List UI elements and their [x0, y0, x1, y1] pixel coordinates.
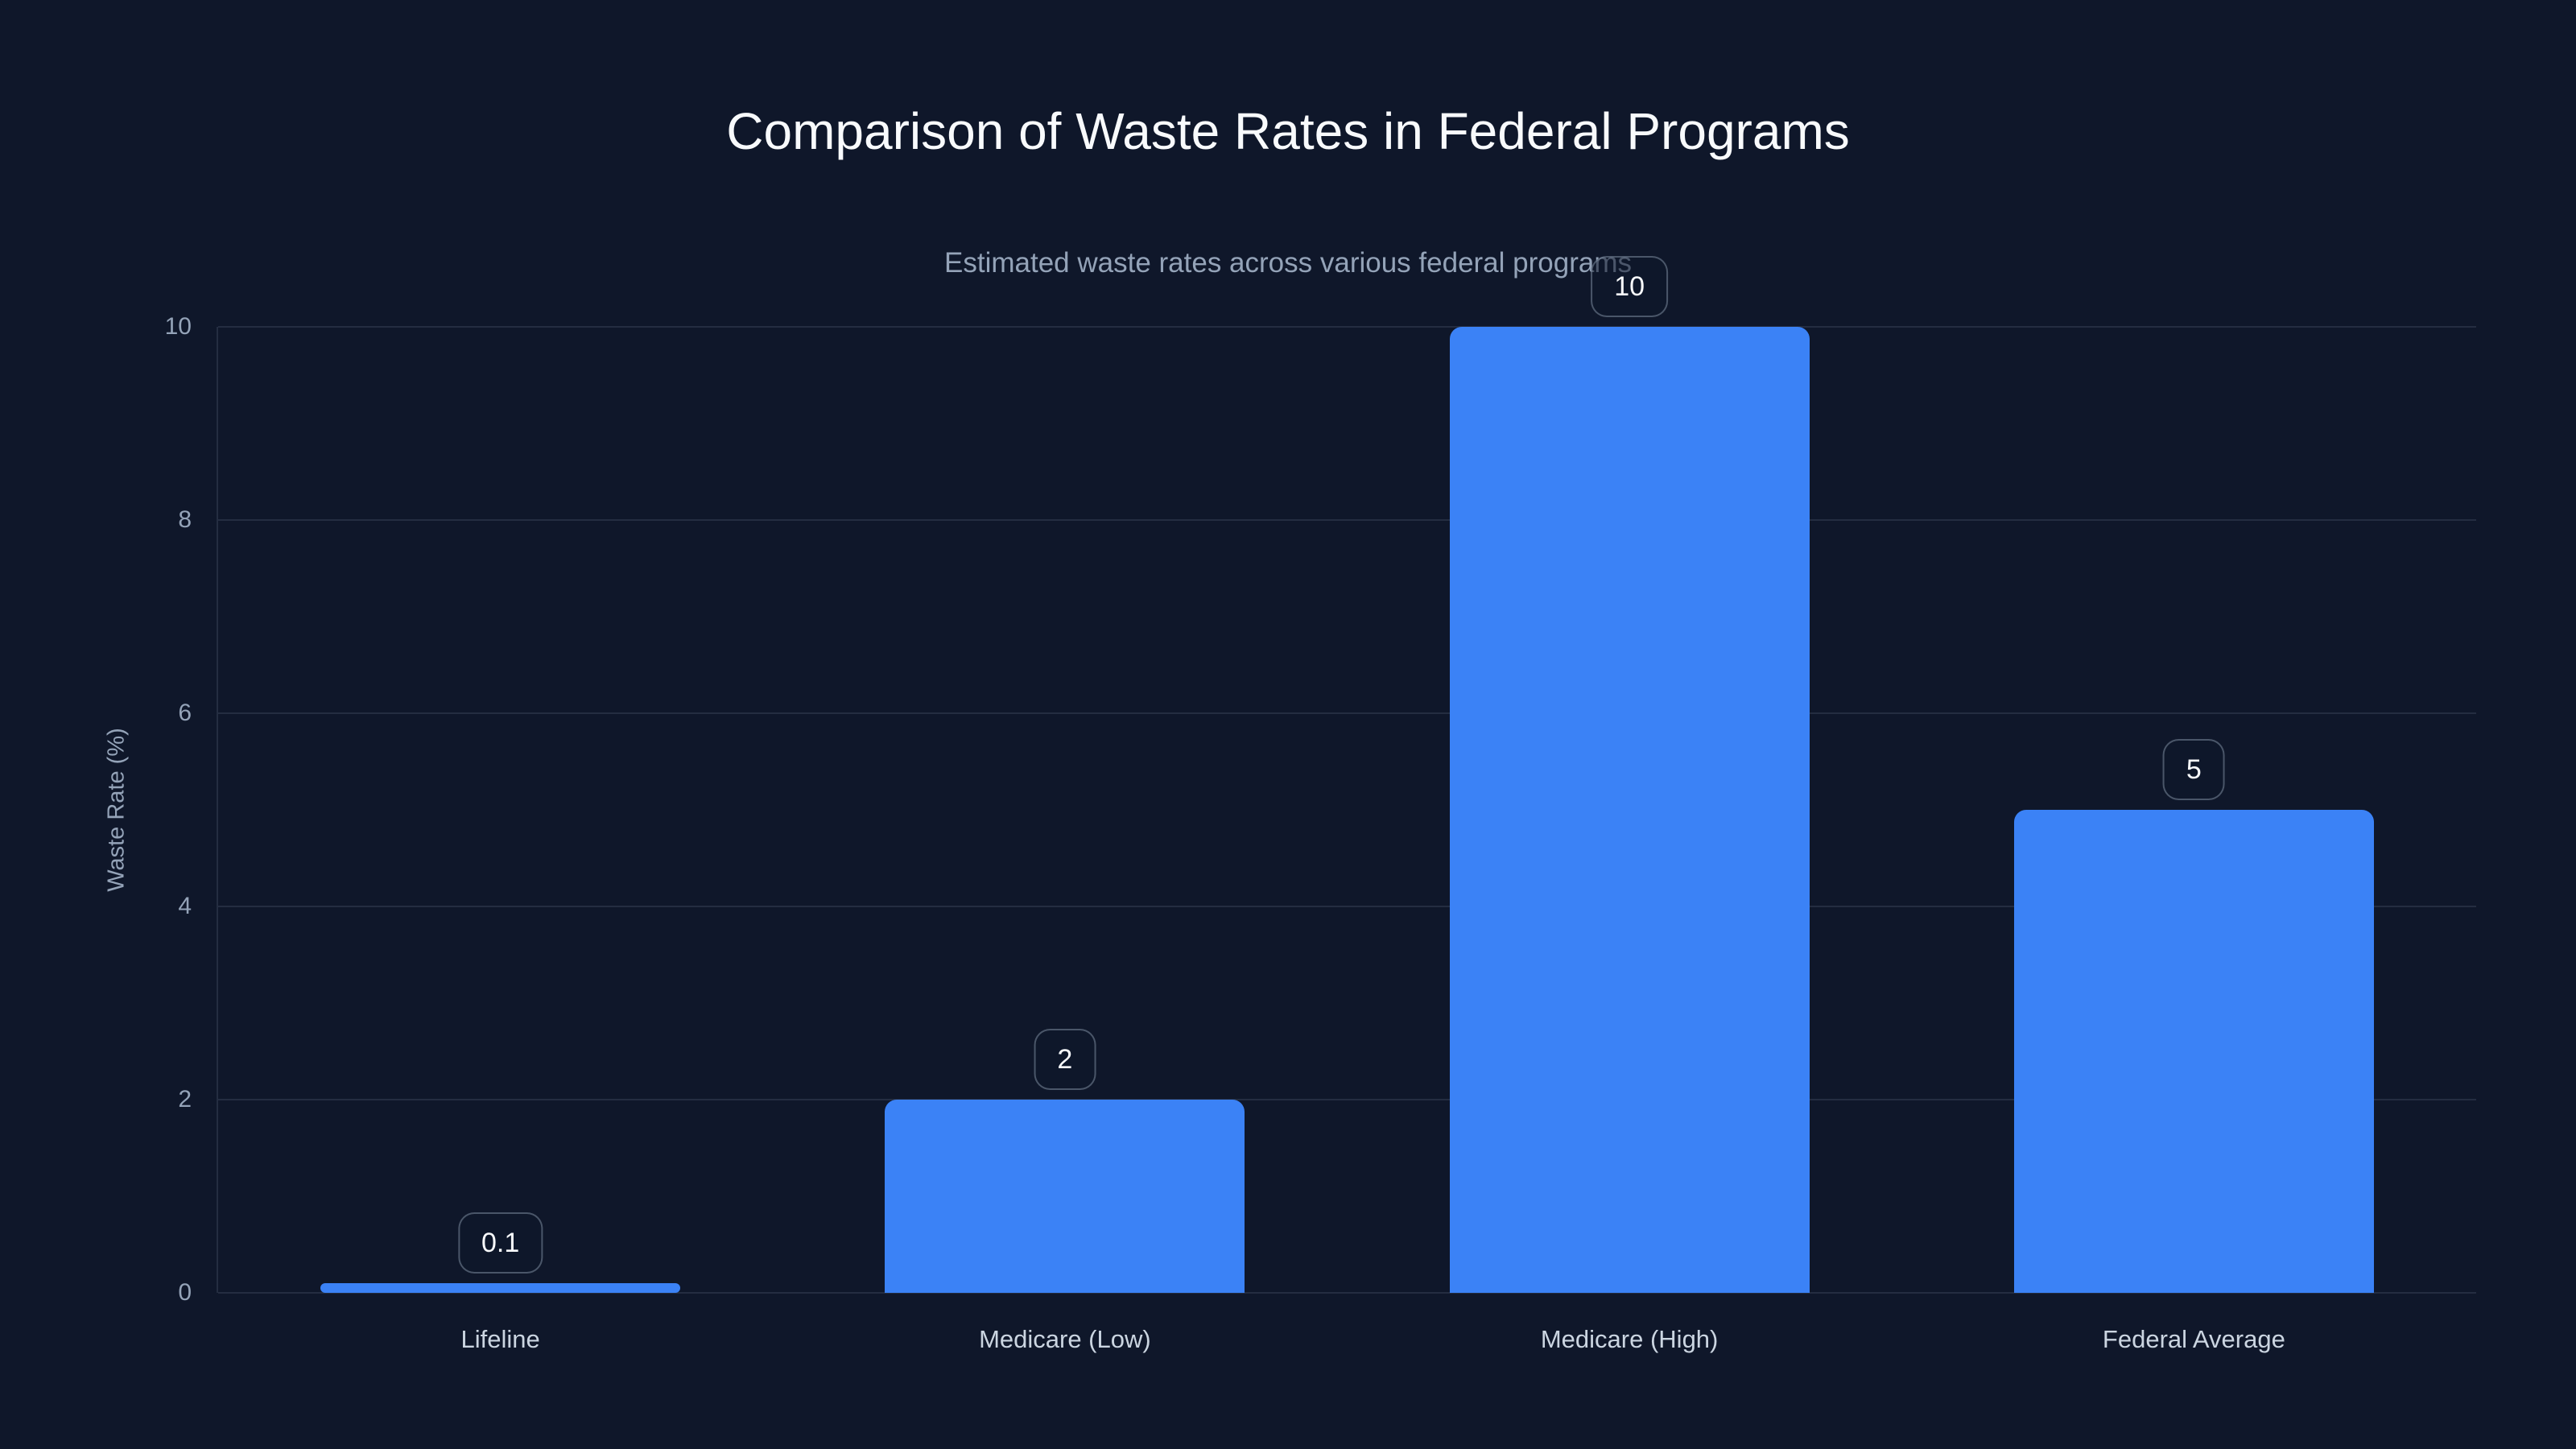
plot-area: 0 2 4 6 8 10 0.1 Lifeline 2 Medicare (Low) 10 Medi…	[165, 256, 2476, 1353]
bar-lifeline[interactable]	[320, 1283, 681, 1293]
y-tick-label: 10	[164, 313, 192, 340]
gridline	[218, 1099, 2476, 1100]
bar-value-badge: 10	[1591, 256, 1669, 317]
chart-subtitle: Estimated waste rates across various fed…	[944, 247, 1632, 279]
chart-title: Comparison of Waste Rates in Federal Pro…	[726, 102, 1850, 160]
x-category-label: Federal Average	[2102, 1325, 2285, 1353]
gridline	[218, 712, 2476, 714]
x-category-label: Lifeline	[460, 1325, 540, 1353]
y-tick-label: 0	[178, 1279, 192, 1306]
gridline	[218, 906, 2476, 907]
bar-value-badge: 0.1	[457, 1212, 543, 1274]
bar-federal-average[interactable]	[2013, 810, 2374, 1293]
y-tick-label: 4	[178, 893, 192, 919]
y-axis-title: Waste Rate (%)	[103, 728, 130, 892]
y-tick-label: 6	[178, 700, 192, 726]
gridline	[218, 1292, 2476, 1294]
bar-value-badge: 5	[2162, 739, 2225, 800]
bar-medicare-high[interactable]	[1449, 327, 1810, 1293]
bar-medicare-low[interactable]	[885, 1100, 1245, 1293]
y-tick-label: 8	[178, 506, 192, 533]
y-tick-label: 2	[178, 1086, 192, 1113]
gridline	[218, 326, 2476, 328]
y-axis-line	[217, 327, 218, 1293]
gridline	[218, 519, 2476, 521]
bar-value-badge: 2	[1034, 1029, 1096, 1090]
x-category-label: Medicare (High)	[1540, 1325, 1719, 1353]
x-category-label: Medicare (Low)	[979, 1325, 1151, 1353]
